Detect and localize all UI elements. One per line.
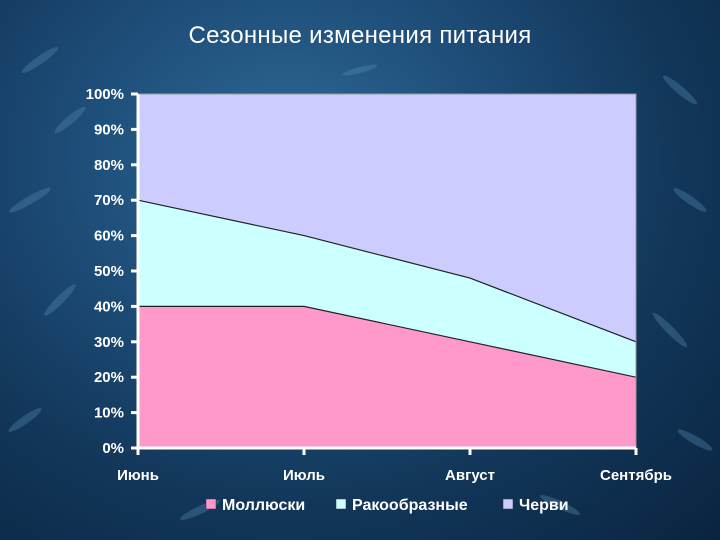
area-series-0 <box>138 306 636 448</box>
y-tick-label: 40% <box>94 298 124 315</box>
slide-title: Сезонные изменения питания <box>188 22 532 49</box>
y-tick-label: 70% <box>94 192 124 209</box>
legend-label-1: Ракообразные <box>352 497 468 514</box>
y-tick-label: 90% <box>94 121 124 138</box>
x-tick-label: Сентябрь <box>600 467 672 484</box>
area-series-1 <box>138 200 636 378</box>
x-tick-label: Август <box>445 467 495 484</box>
area-series-2 <box>138 94 636 342</box>
series-boundary-line-0 <box>138 305 637 378</box>
y-tick-label: 20% <box>94 369 124 386</box>
x-tick-label: Июль <box>283 467 325 484</box>
legend-swatch-0 <box>205 498 217 510</box>
legend-swatch-1 <box>335 498 347 510</box>
y-tick-label: 30% <box>94 334 124 351</box>
legend-label-0: Моллюски <box>222 497 305 514</box>
x-tick-label: Июнь <box>117 467 159 484</box>
y-tick-label: 100% <box>86 86 124 103</box>
y-tick-label: 80% <box>94 157 124 174</box>
y-tick-label: 0% <box>102 440 124 457</box>
y-tick-label: 60% <box>94 228 124 245</box>
y-tick-label: 50% <box>94 263 124 280</box>
legend-swatch-2 <box>502 498 514 510</box>
legend-label-2: Черви <box>519 497 569 514</box>
y-tick-label: 10% <box>94 405 124 422</box>
series-boundary-line-1 <box>137 199 637 343</box>
